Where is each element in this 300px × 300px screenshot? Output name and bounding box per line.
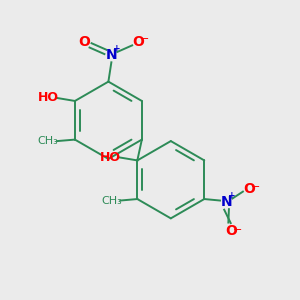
Text: O: O (243, 182, 255, 196)
Text: −: − (140, 34, 150, 44)
Text: O: O (79, 34, 91, 49)
Text: O: O (132, 34, 144, 49)
Text: −: − (233, 225, 242, 235)
Text: N: N (221, 195, 232, 209)
Text: N: N (106, 48, 117, 62)
Text: +: + (228, 191, 236, 200)
Text: CH₃: CH₃ (101, 196, 122, 206)
Text: O: O (225, 224, 237, 238)
Text: HO: HO (38, 92, 59, 104)
Text: −: − (251, 182, 260, 192)
Text: +: + (113, 44, 121, 53)
Text: HO: HO (100, 151, 121, 164)
Text: CH₃: CH₃ (38, 136, 58, 146)
